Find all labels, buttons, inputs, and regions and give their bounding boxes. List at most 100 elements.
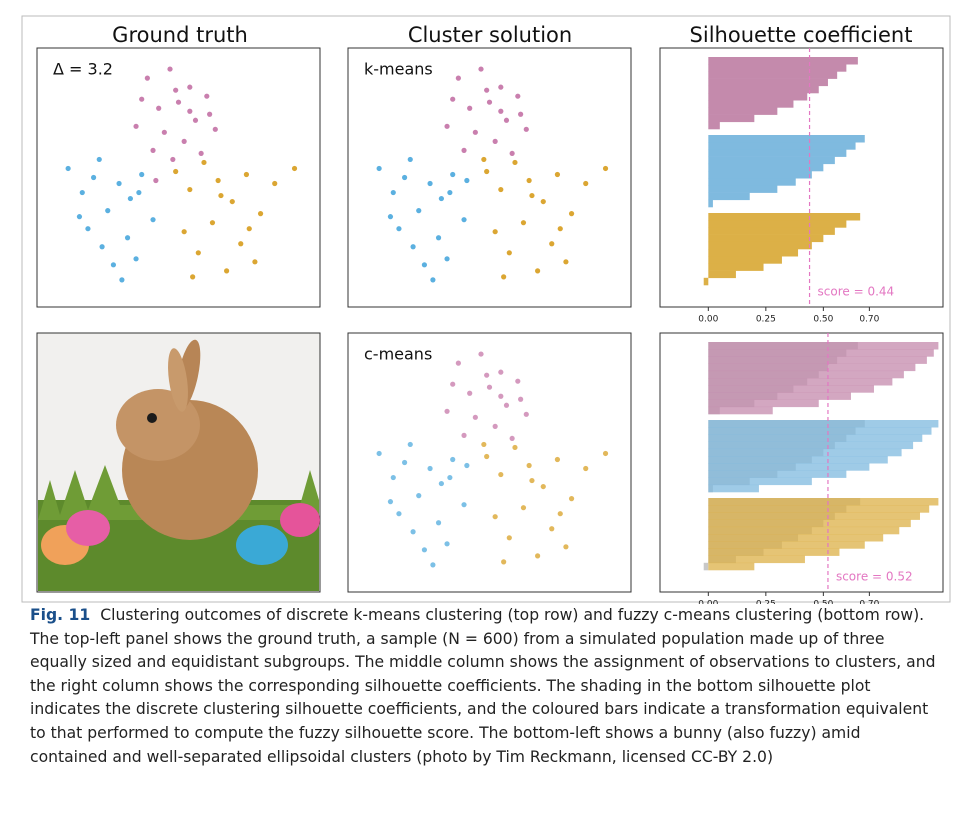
figure-frame — [21, 15, 951, 603]
point — [498, 393, 504, 399]
x-tick-label: 0.70 — [859, 315, 879, 325]
point — [136, 189, 142, 196]
point — [396, 226, 402, 232]
point — [526, 462, 532, 469]
point — [156, 105, 162, 111]
point — [481, 441, 487, 448]
point — [602, 450, 609, 457]
point — [450, 381, 456, 387]
silhouette-bar — [708, 256, 782, 264]
silhouette-bar — [708, 93, 808, 101]
silhouette-bar — [708, 199, 713, 208]
point — [512, 159, 518, 166]
point — [257, 211, 264, 217]
point — [503, 402, 510, 408]
point — [498, 186, 504, 193]
point — [540, 198, 546, 205]
x-tick-label: 0.70 — [859, 600, 879, 605]
silhouette-bar — [708, 484, 759, 493]
silhouette-bar — [708, 114, 755, 123]
point — [110, 262, 117, 268]
point — [503, 117, 510, 123]
point — [498, 108, 504, 114]
column-title: Silhouette coefficient — [690, 23, 913, 47]
point — [602, 165, 609, 172]
point — [272, 180, 278, 187]
point — [518, 111, 524, 117]
silhouette-bar — [708, 399, 819, 408]
caption: Fig. 11 Clustering outcomes of discrete k… — [30, 604, 942, 769]
point — [402, 174, 408, 181]
point — [563, 544, 569, 550]
silhouette-bar — [708, 392, 851, 400]
point — [229, 198, 235, 205]
silhouette-bar — [708, 427, 932, 435]
panel-annotation: c-means — [364, 345, 432, 364]
point — [557, 226, 563, 232]
point — [91, 174, 97, 181]
score-label: score = 0.44 — [818, 285, 895, 299]
point — [427, 465, 433, 472]
column-title: Cluster solution — [408, 23, 572, 47]
point — [481, 156, 487, 163]
silhouette-bar — [708, 178, 796, 186]
point — [212, 126, 218, 132]
point — [192, 117, 199, 123]
silhouette-bar — [708, 370, 904, 379]
point — [484, 372, 490, 378]
point — [520, 220, 527, 226]
point — [549, 241, 555, 247]
silhouette-bar — [708, 406, 773, 415]
point — [133, 123, 139, 129]
point — [215, 177, 221, 184]
x-tick-label: 0.50 — [813, 315, 833, 325]
silhouette-bar — [708, 249, 799, 257]
point — [376, 450, 382, 457]
point — [447, 189, 453, 196]
panel-annotation: k-means — [364, 60, 433, 79]
point — [207, 111, 213, 117]
point — [464, 462, 470, 469]
point — [181, 138, 187, 144]
point — [529, 477, 535, 484]
point — [464, 177, 470, 184]
point — [583, 465, 589, 472]
point — [529, 192, 535, 199]
point — [173, 87, 179, 93]
point — [444, 408, 450, 414]
point — [410, 529, 416, 535]
silhouette-bar — [708, 505, 930, 513]
point — [461, 147, 467, 153]
point — [387, 499, 394, 505]
point — [435, 520, 442, 526]
caption-label: Fig. 11 — [30, 606, 91, 624]
silhouette-bar — [708, 512, 920, 520]
point — [450, 456, 456, 463]
point — [291, 165, 298, 172]
point — [535, 268, 541, 274]
point — [478, 351, 484, 357]
silhouette-bar — [708, 498, 939, 506]
point — [484, 453, 490, 460]
point — [116, 180, 122, 187]
silhouette-bar — [708, 470, 847, 478]
point — [421, 262, 428, 268]
point — [498, 84, 504, 90]
point — [390, 189, 396, 196]
point — [105, 208, 111, 214]
silhouette-bar — [708, 363, 916, 372]
point — [472, 414, 478, 420]
point — [438, 195, 444, 202]
silhouette-bar — [708, 107, 778, 115]
point — [396, 511, 402, 517]
point — [252, 259, 258, 265]
point — [198, 150, 204, 157]
point — [153, 177, 159, 184]
point — [557, 511, 563, 517]
silhouette-bar — [708, 555, 805, 564]
point — [421, 547, 428, 553]
point — [119, 277, 125, 283]
silhouette-bar — [708, 562, 755, 571]
point — [85, 226, 91, 232]
